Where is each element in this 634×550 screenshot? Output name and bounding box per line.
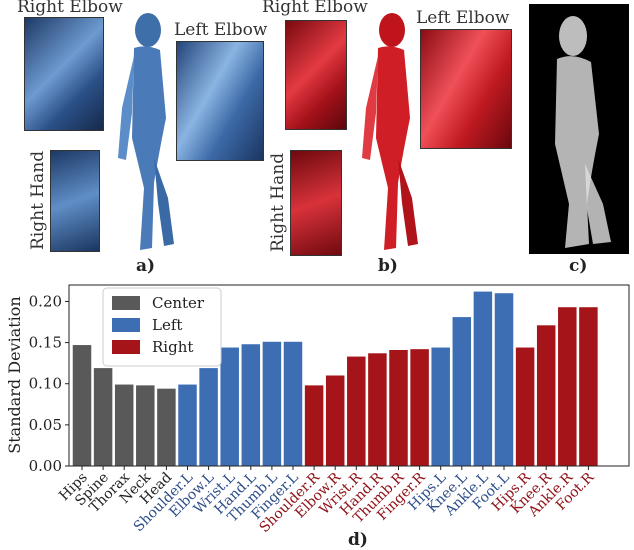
x-axis-tick-labels: HipsSpineThoraxNeckHeadShoulder.LElbow.L… [56, 466, 598, 536]
inset-right-elbow-a [24, 17, 104, 131]
panel-label-d: d) [348, 530, 368, 550]
bar-foot-l [494, 293, 514, 466]
legend-swatch-center [112, 296, 140, 310]
panel-a: Right Elbow Left Elbow Right Hand a) [0, 0, 270, 276]
bar-neck [136, 385, 155, 466]
bar-hips [72, 345, 92, 466]
y-axis: 0.00 0.05 0.10 0.15 0.20 [29, 292, 69, 475]
inset-label-left-elbow-a: Left Elbow [174, 20, 268, 40]
inset-label-right-hand-a: Right Hand [28, 150, 48, 250]
legend-label-center: Center [152, 294, 205, 312]
bar-wrist-r [347, 356, 366, 466]
bars [72, 291, 598, 466]
legend-swatch-left [112, 318, 140, 332]
inset-right-hand-b [290, 150, 342, 256]
bar-thorax [114, 384, 134, 466]
inset-left-elbow-a [176, 41, 264, 161]
legend-swatch-right [112, 340, 140, 354]
variance-image [529, 4, 629, 254]
bar-head [157, 388, 176, 466]
variance-silhouette [555, 16, 611, 248]
inset-label-left-elbow-b: Left Elbow [416, 8, 510, 28]
std-deviation-bar-chart: 0.000.050.100.150.20 Standard Deviation … [5, 284, 630, 550]
bar-ankle-r [558, 307, 577, 466]
y-tick-label: 0.15 [29, 334, 62, 352]
figure-red-mannequin [362, 13, 418, 251]
panel-b: Right Elbow Left Elbow Right Hand b) [262, 0, 530, 276]
bar-hips-r [515, 347, 535, 466]
bar-finger-r [410, 349, 429, 466]
bar-shoulder-r [304, 385, 324, 466]
inset-right-hand-a [50, 150, 100, 252]
bar-wrist-l [220, 347, 239, 466]
bar-knee-l [452, 317, 472, 466]
bar-ankle-l [473, 291, 493, 466]
bar-finger-l [283, 341, 303, 466]
inset-label-right-elbow-b: Right Elbow [262, 0, 368, 17]
legend-label-left: Left [152, 316, 182, 334]
inset-label-right-hand-b: Right Hand [268, 152, 288, 252]
bar-hips-l [431, 347, 450, 466]
inset-left-elbow-b [420, 29, 512, 149]
panel-label-b: b) [378, 256, 398, 276]
y-tick-label: 0.05 [29, 416, 62, 434]
bar-elbow-r [325, 375, 345, 466]
plot-frame [68, 284, 630, 467]
legend: Center Left Right [102, 287, 222, 367]
bar-thumb-r [389, 349, 408, 466]
bar-hand-l [241, 344, 261, 466]
y-tick-label: 0.10 [29, 375, 62, 393]
figure-blue-mannequin [118, 13, 174, 251]
panel-c: c) [529, 4, 634, 276]
panel-label-c: c) [569, 256, 588, 276]
bar-knee-r [536, 325, 556, 466]
bar-shoulder-l [178, 384, 197, 466]
inset-right-elbow-b [285, 20, 347, 130]
inset-label-right-elbow-a: Right Elbow [17, 0, 123, 17]
legend-label-right: Right [152, 338, 193, 356]
y-tick-label: 0.00 [29, 457, 62, 475]
y-tick-label: 0.20 [29, 292, 62, 310]
bar-elbow-l [199, 368, 218, 466]
bar-spine [93, 368, 113, 466]
panel-label-a: a) [136, 256, 156, 276]
bar-foot-r [579, 307, 598, 466]
bar-hand-r [368, 353, 387, 466]
bar-thumb-l [262, 341, 282, 466]
y-axis-label: Standard Deviation [5, 296, 24, 453]
